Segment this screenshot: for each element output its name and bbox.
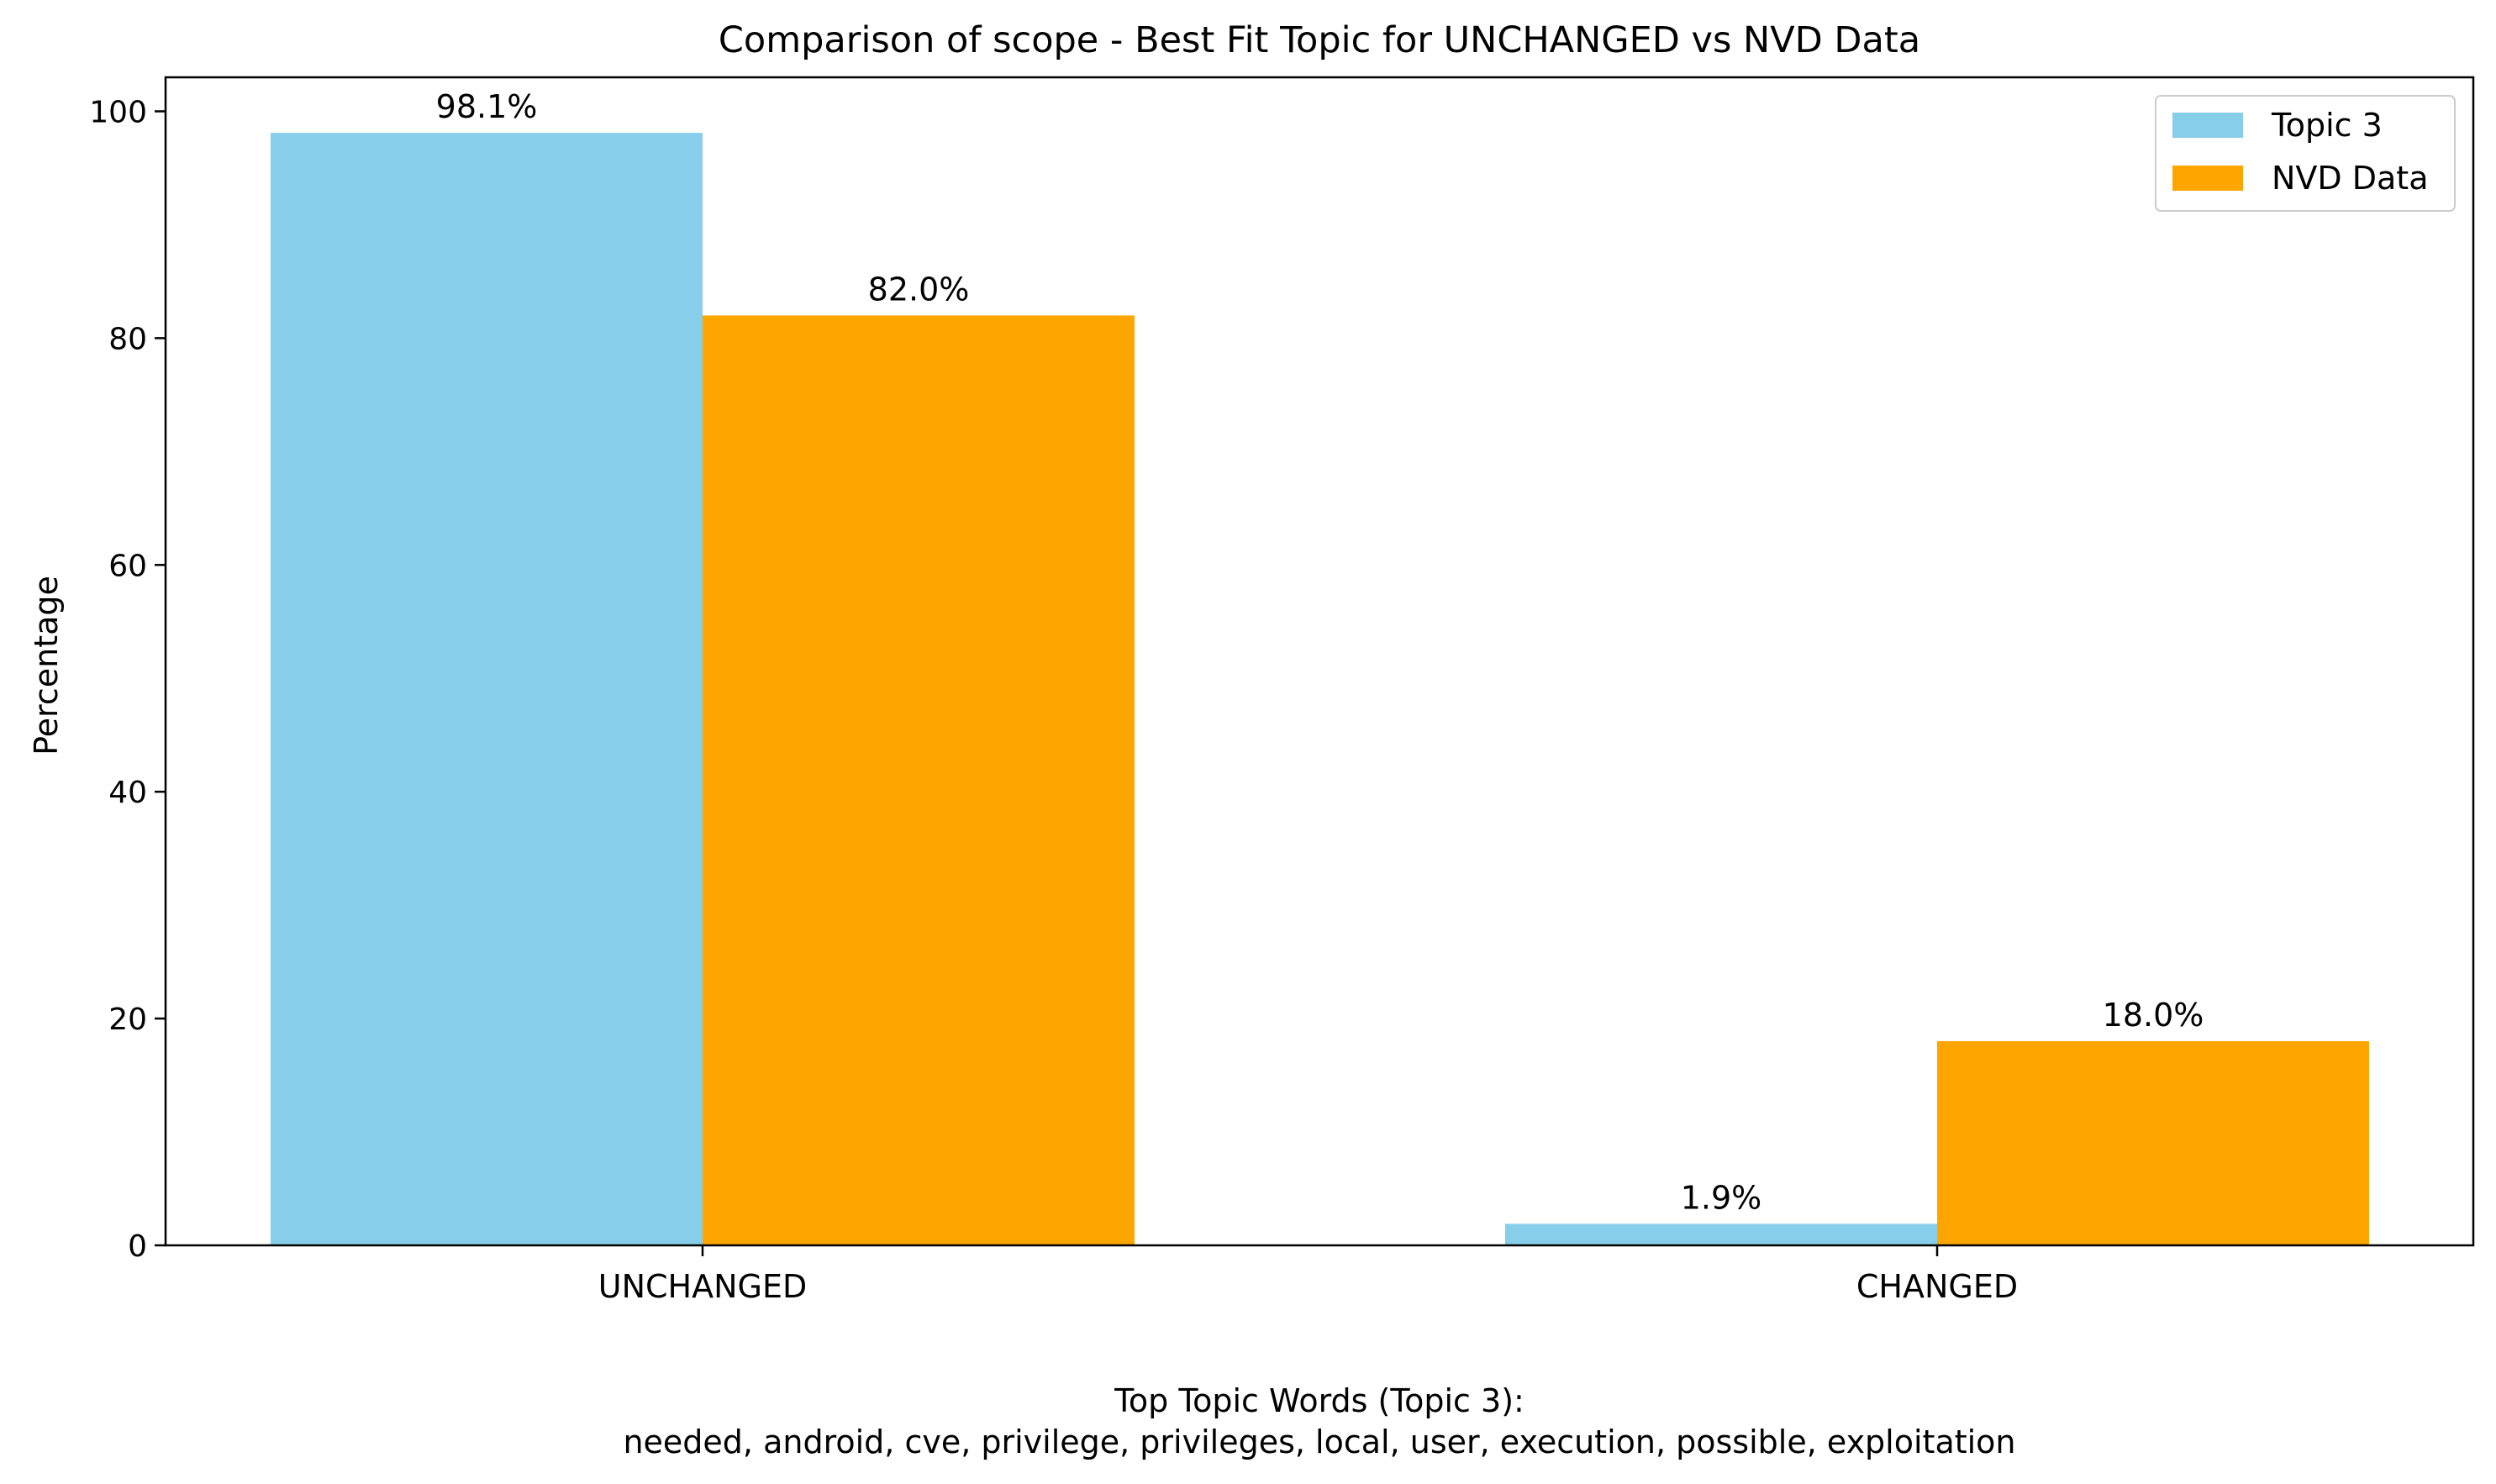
bar-topic-3-changed [1505, 1224, 1937, 1245]
legend-label-nvd-data: NVD Data [2272, 160, 2429, 197]
x-tick-label: CHANGED [1856, 1268, 2018, 1305]
bar-topic-3-unchanged [271, 133, 703, 1245]
bars-group [271, 133, 2369, 1245]
y-axis-ticks: 0 20 40 60 80 100 [89, 95, 166, 1264]
y-tick-label: 0 [128, 1229, 147, 1264]
y-axis-label: Percentage [28, 576, 65, 755]
bar-nvd-data-unchanged [703, 315, 1135, 1245]
bar-nvd-data-changed [1937, 1041, 2369, 1245]
chart-title: Comparison of scope - Best Fit Topic for… [719, 19, 1920, 61]
y-tick-label: 60 [108, 549, 147, 583]
bar-value-label: 18.0% [2103, 997, 2204, 1034]
y-tick-label: 20 [108, 1002, 147, 1037]
bar-value-labels: 98.1% 1.9% 82.0% 18.0% [436, 88, 2204, 1216]
x-axis-ticks: UNCHANGED CHANGED [598, 1245, 2018, 1305]
bar-value-label: 98.1% [436, 88, 538, 125]
bar-value-label: 1.9% [1681, 1179, 1762, 1216]
y-tick-label: 40 [108, 776, 147, 810]
y-tick-label: 80 [108, 322, 147, 356]
y-tick-label: 100 [89, 95, 147, 129]
footnote-heading: Top Topic Words (Topic 3): [1114, 1382, 1524, 1419]
plot-area-frame [164, 76, 2475, 1247]
footnote-words: needed, android, cve, privilege, privile… [623, 1423, 2015, 1460]
legend-swatch-nvd-data [2172, 166, 2243, 191]
x-tick-label: UNCHANGED [598, 1268, 807, 1305]
legend: Topic 3 NVD Data [2155, 95, 2456, 212]
legend-label-topic-3: Topic 3 [2271, 107, 2383, 144]
bar-value-label: 82.0% [868, 271, 970, 308]
legend-swatch-topic-3 [2172, 113, 2243, 138]
